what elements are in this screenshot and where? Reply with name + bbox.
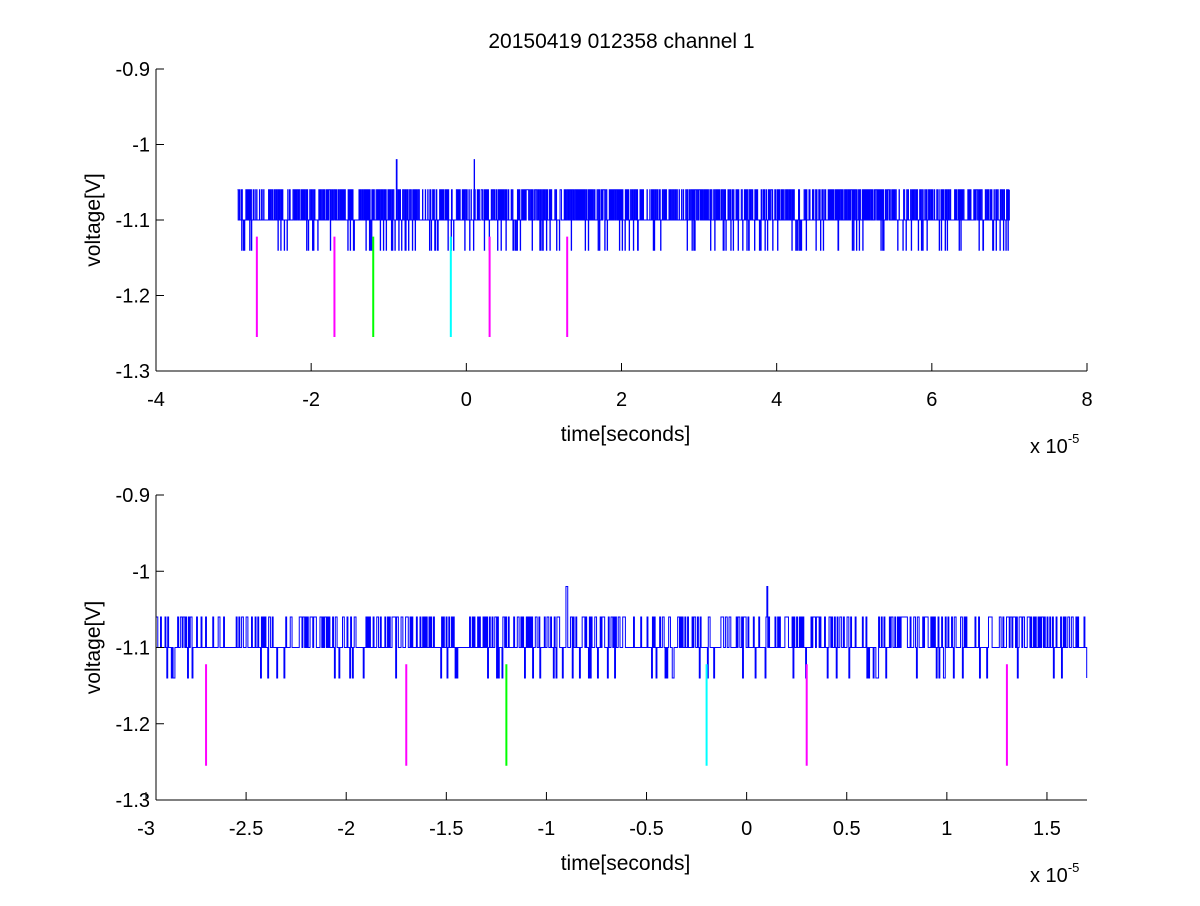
x-tick-label: -2 bbox=[302, 389, 320, 411]
bottom-y-axis-label: voltage[V] bbox=[82, 601, 105, 694]
bottom-x-axis-label: time[seconds] bbox=[561, 852, 691, 875]
bottom-event-markers bbox=[205, 664, 1008, 766]
y-tick-label: -1.2 bbox=[116, 286, 150, 308]
top-y-axis-label: voltage[V] bbox=[82, 173, 105, 266]
x-tick-label: -4 bbox=[147, 389, 165, 411]
x-tick-label: -1.5 bbox=[429, 818, 463, 840]
y-tick-label: -0.9 bbox=[116, 485, 150, 507]
y-tick-label: -1.1 bbox=[116, 638, 150, 660]
x-tick-label: -0.5 bbox=[629, 818, 663, 840]
x-tick-label: 0 bbox=[461, 389, 472, 411]
x-tick-label: -2 bbox=[337, 818, 355, 840]
y-tick-label: -1.1 bbox=[116, 210, 150, 232]
y-tick-label: -1 bbox=[132, 561, 150, 583]
x-tick-label: 0.5 bbox=[833, 818, 861, 840]
y-tick-label: -1.3 bbox=[116, 361, 150, 383]
bottom-axes: -3 -2.5 -2 -1.5 -1 -0.5 0 0.5 1 1.5 -0.9 -1 -1.1 -1.… bbox=[82, 485, 1088, 887]
top-y-ticks: -0.9 -1 -1.1 -1.2 -1.3 bbox=[116, 59, 164, 383]
x-tick-label: -1 bbox=[538, 818, 556, 840]
top-x-exponent-label: x 10-5 bbox=[1030, 431, 1079, 458]
top-x-exponent-base: x 10 bbox=[1030, 436, 1068, 458]
y-tick-label: -0.9 bbox=[116, 59, 150, 81]
top-x-axis-label: time[seconds] bbox=[561, 423, 691, 446]
top-axes: 20150419 012358 channel 1 -4 -2 0 2 4 6 8 -0.9… bbox=[82, 30, 1093, 458]
top-x-ticks: -4 -2 0 2 4 6 8 bbox=[147, 363, 1093, 411]
bottom-x-exponent-base: x 10 bbox=[1030, 865, 1068, 887]
x-tick-label: 1.5 bbox=[1033, 818, 1061, 840]
top-x-exponent-power: -5 bbox=[1068, 431, 1080, 446]
bottom-x-ticks: -3 -2.5 -2 -1.5 -1 -0.5 0 0.5 1 1.5 bbox=[137, 792, 1061, 840]
x-tick-label: 1 bbox=[941, 818, 952, 840]
top-voltage-trace bbox=[237, 159, 1010, 251]
bottom-voltage-trace bbox=[156, 586, 1088, 679]
bottom-y-ticks: -0.9 -1 -1.1 -1.2 -1.3 bbox=[116, 485, 164, 812]
x-tick-label: 4 bbox=[771, 389, 782, 411]
voltage-trace-line bbox=[156, 586, 1088, 679]
top-event-markers bbox=[255, 236, 569, 338]
y-tick-label: -1 bbox=[132, 135, 150, 157]
x-tick-label: -3 bbox=[137, 818, 155, 840]
bottom-x-exponent-power: -5 bbox=[1068, 860, 1080, 875]
x-tick-label: 0 bbox=[741, 818, 752, 840]
bottom-x-exponent-label: x 10-5 bbox=[1030, 860, 1079, 887]
chart-title: 20150419 012358 channel 1 bbox=[488, 30, 754, 53]
x-tick-label: 2 bbox=[616, 389, 627, 411]
y-tick-label: -1.3 bbox=[116, 790, 150, 812]
y-tick-label: -1.2 bbox=[116, 714, 150, 736]
x-tick-label: 6 bbox=[926, 389, 937, 411]
voltage-trace-line bbox=[237, 159, 1010, 251]
x-tick-label: 8 bbox=[1081, 389, 1092, 411]
x-tick-label: -2.5 bbox=[229, 818, 263, 840]
